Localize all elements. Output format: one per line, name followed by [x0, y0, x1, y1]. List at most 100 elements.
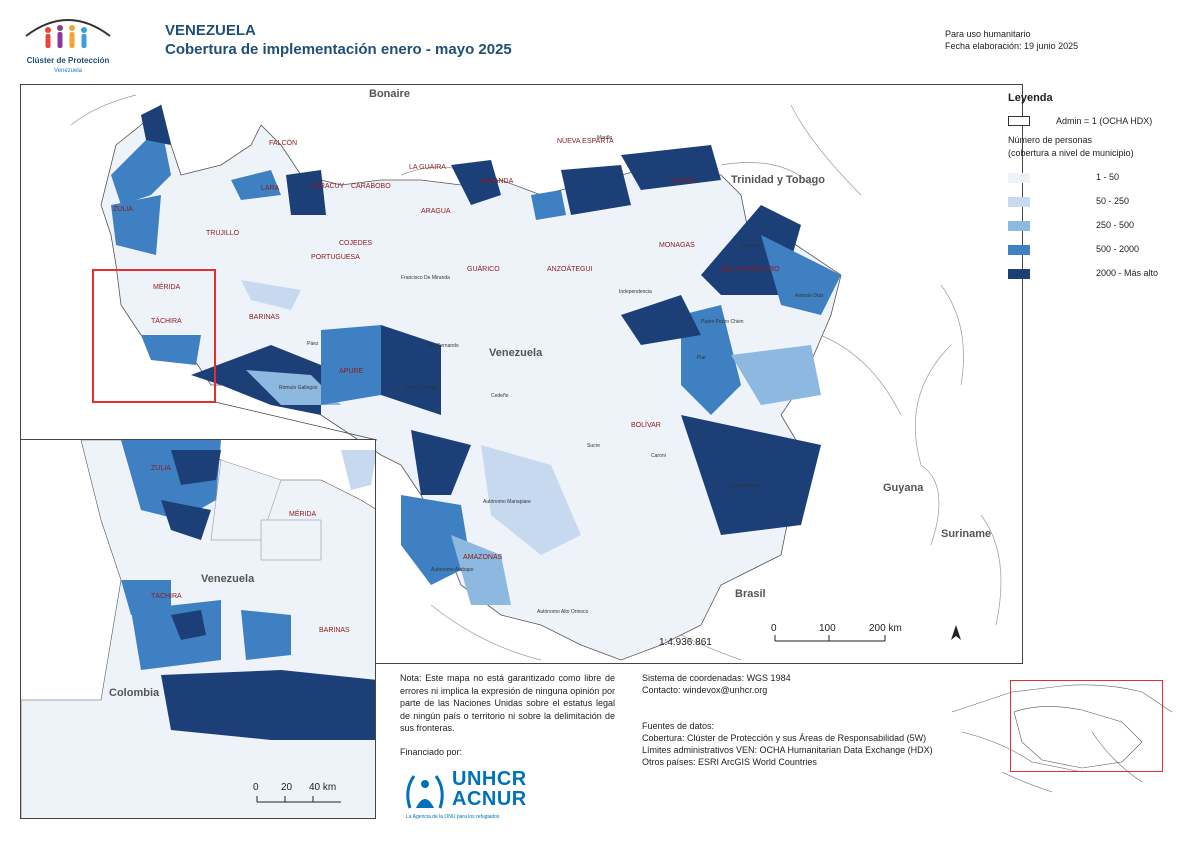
- legend-class-label: 50 - 250: [1096, 196, 1130, 206]
- legend-subtitle: Número de personas (cobertura a nivel de…: [1008, 134, 1183, 160]
- label-anzoategui: ANZOÁTEGUI: [547, 264, 593, 273]
- inset-extent-box: [92, 269, 216, 403]
- acnur-brand: ACNUR: [452, 788, 527, 810]
- unhcr-brand: UNHCR: [452, 768, 527, 790]
- inset-label-zulia: ZULIA: [151, 465, 171, 472]
- inset-label-tachira: TÁCHIRA: [151, 591, 182, 600]
- label-cojedes: COJEDES: [339, 240, 372, 247]
- label-suriname: Suriname: [941, 528, 991, 540]
- funded-by-label: Financiado por:: [400, 747, 463, 757]
- label-yaracuy: YARACUY: [311, 183, 345, 190]
- label-miranda: MIRANDA: [481, 178, 514, 185]
- label-apure: APURE: [339, 368, 363, 375]
- legend-class-row: 500 - 2000: [1008, 242, 1183, 266]
- label-trujillo: TRUJILLO: [206, 230, 240, 237]
- label-barinas: BARINAS: [249, 314, 280, 321]
- label-portuguesa: PORTUGUESA: [311, 254, 360, 261]
- legend-admin-swatch: [1008, 116, 1030, 126]
- legend-subtitle-line1: Número de personas: [1008, 135, 1093, 145]
- label-trinidad: Trinidad y Tobago: [731, 174, 825, 186]
- label-bolivar: BOLÍVAR: [631, 420, 661, 429]
- legend-class-row: 2000 - Más alto: [1008, 266, 1183, 290]
- crs-info: Sistema de coordenadas: WGS 1984: [642, 673, 791, 683]
- contact-info: Contacto: windevox@unhcr.org: [642, 685, 768, 695]
- inset-label-barinas: BARINAS: [319, 627, 350, 634]
- label-antonio-diaz: Antonio Díaz: [795, 293, 824, 299]
- label-falcon: FALCÓN: [269, 138, 297, 147]
- disclaimer-note: Nota: Este mapa no está garantizado como…: [400, 673, 615, 733]
- label-sucre: SUCRE: [671, 178, 696, 185]
- label-aragua: ARAGUA: [421, 208, 451, 215]
- label-amazonas: AMAZONAS: [463, 554, 503, 561]
- usage-label: Para uso humanitario: [945, 29, 1031, 39]
- label-sucre-mun: Sucre: [587, 443, 600, 449]
- title-subtitle: Cobertura de implementación enero - mayo…: [165, 41, 512, 58]
- scale-tick-100: 100: [819, 623, 836, 634]
- unhcr-tagline: La Agencia de la ONU para los refugiados: [406, 814, 500, 820]
- legend-class-label: 1 - 50: [1096, 172, 1120, 182]
- label-guyana: Guyana: [883, 482, 924, 494]
- label-manapiare: Autónomo Manapiare: [483, 499, 531, 505]
- label-guarico: GUÁRICO: [467, 264, 500, 273]
- label-tucupita: Tucupita: [739, 243, 758, 249]
- label-bonaire: Bonaire: [369, 88, 410, 100]
- label-san-fernando: San Fernando: [427, 343, 459, 349]
- inset-scale-0: 0: [253, 782, 259, 793]
- legend-admin-row: Admin = 1 (OCHA HDX): [1008, 114, 1183, 130]
- label-gran-sabana: Gran Sabana: [729, 483, 759, 489]
- cluster-logo: Clúster de Protección Venezuela: [18, 10, 118, 82]
- source-coverage: Cobertura: Clúster de Protección y sus Á…: [642, 733, 927, 743]
- label-francisco-de-miranda: Francisco De Miranda: [401, 275, 450, 281]
- label-laguaira: LA GUAIRA: [409, 164, 446, 171]
- legend-class-label: 250 - 500: [1096, 220, 1135, 230]
- legend-class-row: 250 - 500: [1008, 218, 1183, 242]
- map-title: VENEZUELA Cobertura de implementación en…: [165, 22, 512, 58]
- inset-scale-20: 20: [281, 782, 293, 793]
- locator-map-canvas: [951, 684, 1173, 793]
- title-country: VENEZUELA: [165, 22, 256, 39]
- inset-label-merida: MÉRIDA: [289, 509, 317, 518]
- label-zulia: ZULIA: [113, 206, 133, 213]
- label-nuevaesparta: NUEVA ESPARTA: [557, 138, 614, 145]
- label-venezuela: Venezuela: [489, 347, 543, 359]
- inset-scale-40: 40 km: [309, 782, 336, 793]
- label-independencia: Independencia: [619, 289, 652, 295]
- label-merida: MÉRIDA: [153, 282, 181, 291]
- label-pedro-camejo: Pedro Camejo: [405, 385, 437, 391]
- label-monagas: MONAGAS: [659, 242, 695, 249]
- legend-title: Leyenda: [1008, 92, 1053, 104]
- label-cedeno: Cedeño: [491, 393, 509, 399]
- legend-swatch: [1008, 173, 1030, 183]
- legend: Leyenda Admin = 1 (OCHA HDX) Número de p…: [1008, 92, 1183, 290]
- legend-admin-label: Admin = 1 (OCHA HDX): [1056, 116, 1153, 126]
- locator-extent-box: [1010, 680, 1163, 772]
- inset-scale-bar: [256, 796, 341, 803]
- label-brasil: Brasil: [735, 588, 766, 600]
- legend-class-label: 2000 - Más alto: [1096, 268, 1159, 278]
- label-deltaamacuro: DELTA AMACURO: [721, 266, 780, 273]
- unhcr-logo: UNHCR ACNUR La Agencia de la ONU para lo…: [398, 768, 543, 828]
- scale-tick-200: 200 km: [869, 623, 902, 634]
- label-piar: Piar: [697, 355, 706, 361]
- inset-label-colombia: Colombia: [109, 687, 160, 699]
- source-admin: Límites administrativos VEN: OCHA Humani…: [642, 745, 933, 755]
- locator-map: [942, 672, 1187, 802]
- scale-bar: [774, 635, 886, 642]
- north-arrow-icon: [951, 625, 961, 640]
- elaboration-date: Fecha elaboración: 19 junio 2025: [945, 41, 1079, 51]
- label-romulo-gallegos: Rómulo Gallegos: [279, 385, 318, 391]
- usage-info: Para uso humanitario Fecha elaboración: …: [945, 28, 1078, 52]
- legend-swatch: [1008, 245, 1030, 255]
- inset-map: ZULIA MÉRIDA TÁCHIRA BARINAS Venezuela C…: [20, 439, 376, 819]
- label-paez: Páez: [307, 341, 319, 347]
- logo-org-name: Clúster de Protección: [26, 56, 110, 65]
- legend-class-row: 50 - 250: [1008, 194, 1183, 218]
- label-atabapo: Autónomo Atabapo: [431, 567, 474, 573]
- scale-ratio: 1:4.936.861: [659, 637, 712, 648]
- legend-swatch: [1008, 197, 1030, 207]
- label-carabobo: CARABOBO: [351, 183, 391, 190]
- legend-swatch: [1008, 221, 1030, 231]
- inset-map-canvas: ZULIA MÉRIDA TÁCHIRA BARINAS Venezuela C…: [21, 440, 375, 818]
- label-caroni: Caroní: [651, 453, 667, 459]
- scale-tick-0: 0: [771, 623, 777, 634]
